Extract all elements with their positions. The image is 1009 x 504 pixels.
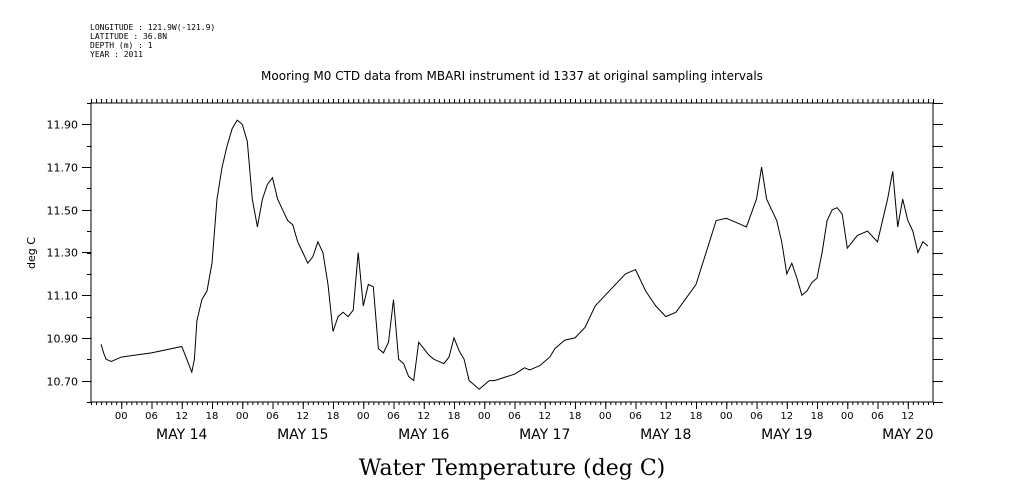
x-hour-label: 06 — [629, 411, 642, 422]
x-hour-label: 00 — [236, 411, 249, 422]
x-hour-label: 18 — [327, 411, 340, 422]
x-hour-label: 06 — [508, 411, 521, 422]
x-hour-label: 00 — [115, 411, 128, 422]
x-hour-label: 12 — [780, 411, 793, 422]
x-hour-label: 00 — [599, 411, 612, 422]
latitude-label: LATITUDE : 36.8N — [90, 32, 168, 41]
x-hour-label: 00 — [478, 411, 491, 422]
x-day-label: MAY 17 — [519, 427, 570, 443]
x-hour-label: 12 — [901, 411, 914, 422]
y-axis-label: deg C — [25, 237, 38, 269]
y-tick-label: 11.70 — [47, 162, 79, 175]
y-tick-label: 10.90 — [47, 333, 79, 346]
x-axis-label: Water Temperature (deg C) — [359, 456, 666, 481]
depth-label: DEPTH (m) : 1 — [90, 41, 153, 50]
chart-title: Mooring M0 CTD data from MBARI instrumen… — [261, 69, 763, 83]
x-hour-label: 12 — [417, 411, 430, 422]
longitude-label: LONGITUDE : 121.9W(-121.9) — [90, 23, 216, 32]
x-hour-label: 18 — [690, 411, 703, 422]
x-hour-label: 18 — [448, 411, 461, 422]
x-hour-label: 12 — [296, 411, 309, 422]
metadata-header: LONGITUDE : 121.9W(-121.9) LATITUDE : 36… — [90, 23, 215, 59]
x-hour-label: 06 — [871, 411, 884, 422]
y-tick-label: 10.70 — [47, 376, 79, 389]
x-hour-label: 06 — [145, 411, 158, 422]
year-label: YEAR : 2011 — [90, 50, 143, 59]
x-hour-ticks: 00 06 12 18 00 06 12 18 00 06 12 18 00 06 12 18 00 06 12 18… — [115, 402, 914, 422]
x-hour-label: 18 — [206, 411, 219, 422]
x-day-label: MAY 15 — [277, 427, 328, 443]
y-ticks: 10.70 10.90 11.10 11.30 11.50 11.70 11.90 — [47, 103, 943, 403]
top-minor-ticks — [91, 99, 934, 405]
y-tick-label: 11.50 — [47, 205, 79, 218]
y-tick-label: 11.30 — [47, 247, 79, 260]
x-hour-label: 06 — [750, 411, 763, 422]
y-tick-label: 11.10 — [47, 290, 79, 303]
x-hour-label: 00 — [841, 411, 854, 422]
x-day-label: MAY 16 — [398, 427, 449, 443]
x-hour-label: 06 — [266, 411, 279, 422]
x-hour-label: 12 — [659, 411, 672, 422]
x-hour-label: 12 — [538, 411, 551, 422]
y-tick-label: 11.90 — [47, 119, 79, 132]
x-hour-label: 00 — [720, 411, 733, 422]
x-hour-label: 06 — [387, 411, 400, 422]
x-day-label: MAY 18 — [640, 427, 691, 443]
x-hour-label: 00 — [357, 411, 370, 422]
x-day-label: MAY 14 — [156, 427, 207, 443]
x-hour-label: 18 — [569, 411, 582, 422]
water-temperature-line — [100, 119, 929, 390]
plot-frame — [90, 102, 934, 403]
x-hour-label: 18 — [811, 411, 824, 422]
x-day-labels: MAY 14 MAY 15 MAY 16 MAY 17 MAY 18 MAY 19 MAY … — [156, 427, 933, 443]
x-day-label: MAY 20 — [882, 427, 933, 443]
x-day-label: MAY 19 — [761, 427, 812, 443]
x-hour-label: 12 — [175, 411, 188, 422]
